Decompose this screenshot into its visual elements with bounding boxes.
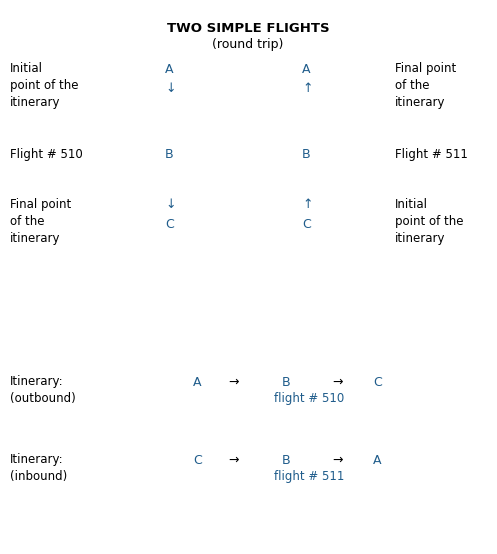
Text: Initial
point of the
itinerary: Initial point of the itinerary <box>395 198 464 245</box>
Text: →: → <box>228 454 239 467</box>
Text: A: A <box>302 63 311 76</box>
Text: C: C <box>193 454 202 467</box>
Text: flight # 510: flight # 510 <box>274 392 344 405</box>
Text: TWO SIMPLE FLIGHTS: TWO SIMPLE FLIGHTS <box>166 22 330 35</box>
Text: →: → <box>332 376 342 389</box>
Text: B: B <box>302 148 311 161</box>
Text: Initial
point of the
itinerary: Initial point of the itinerary <box>10 62 79 109</box>
Text: flight # 511: flight # 511 <box>274 470 344 483</box>
Text: Itinerary:
(inbound): Itinerary: (inbound) <box>10 453 67 483</box>
Text: A: A <box>373 454 382 467</box>
Text: Final point
of the
itinerary: Final point of the itinerary <box>395 62 456 109</box>
Text: ↑: ↑ <box>302 198 313 211</box>
Text: C: C <box>165 218 174 231</box>
Text: B: B <box>165 148 173 161</box>
Text: Final point
of the
itinerary: Final point of the itinerary <box>10 198 71 245</box>
Text: ↓: ↓ <box>165 198 175 211</box>
Text: →: → <box>228 376 239 389</box>
Text: Itinerary:
(outbound): Itinerary: (outbound) <box>10 375 76 405</box>
Text: C: C <box>302 218 311 231</box>
Text: A: A <box>193 376 201 389</box>
Text: ↓: ↓ <box>165 82 175 95</box>
Text: Flight # 510: Flight # 510 <box>10 148 83 161</box>
Text: (round trip): (round trip) <box>212 38 284 51</box>
Text: A: A <box>165 63 173 76</box>
Text: Flight # 511: Flight # 511 <box>395 148 468 161</box>
Text: →: → <box>332 454 342 467</box>
Text: B: B <box>282 454 291 467</box>
Text: B: B <box>282 376 291 389</box>
Text: C: C <box>373 376 382 389</box>
Text: ↑: ↑ <box>302 82 313 95</box>
